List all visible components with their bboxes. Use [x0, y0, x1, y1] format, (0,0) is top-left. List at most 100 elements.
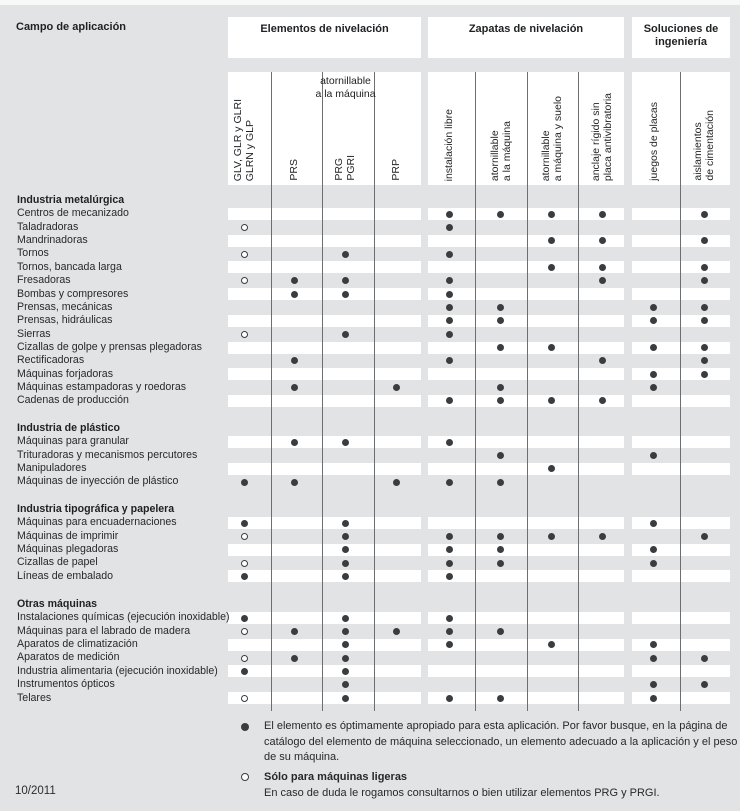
matrix-dot-filled — [445, 641, 453, 649]
matrix-dot-filled — [650, 546, 657, 554]
column-group-title: Zapatas de nivelación — [468, 23, 584, 35]
row-label: Telares — [17, 691, 52, 704]
subheader-atornillable: atornillable a la máquina — [315, 75, 376, 100]
matrix-dot-filled — [497, 304, 504, 312]
matrix-dot-open — [240, 223, 248, 231]
row-label: Fresadoras — [17, 274, 71, 287]
matrix-dot-filled — [650, 317, 657, 325]
matrix-dot-filled — [598, 210, 606, 218]
row-stripe — [632, 692, 730, 705]
legend-filled-text: El elemento es óptimamente apropiado par… — [264, 720, 738, 763]
row-stripe — [632, 288, 730, 301]
row-stripe — [428, 261, 624, 274]
row-label: Aparatos de medición — [17, 651, 120, 664]
matrix-dot-filled — [445, 478, 453, 486]
row-label: Rectificadoras — [17, 354, 85, 367]
matrix-dot-filled — [700, 263, 708, 271]
matrix-dot-open — [240, 277, 248, 285]
row-stripe — [632, 517, 730, 530]
row-stripe — [632, 208, 730, 221]
matrix-dot-filled — [341, 654, 349, 662]
column-group-box-zapatas: Zapatas de nivelación — [428, 17, 624, 58]
row-stripe — [228, 517, 421, 530]
matrix-dot-filled — [445, 438, 453, 446]
row-stripe — [428, 462, 624, 475]
row-stripe — [428, 692, 624, 705]
row-label: Máquinas de inyección de plástico — [17, 475, 179, 488]
row-label: Trituradoras y mecanismos percutores — [17, 448, 198, 461]
row-stripe — [632, 394, 730, 407]
matrix-dot-filled — [650, 344, 657, 352]
matrix-dot-filled — [392, 627, 400, 635]
matrix-dot-filled — [445, 330, 453, 338]
matrix-dot-filled — [650, 654, 657, 662]
matrix-dot-filled — [548, 210, 555, 218]
matrix-dot-filled — [290, 654, 298, 662]
row-stripe — [428, 288, 624, 301]
row-label: Manipuladores — [17, 462, 87, 475]
row-stripe — [228, 543, 421, 556]
matrix-dot-filled — [598, 277, 606, 285]
column-header-box-soluciones — [632, 72, 730, 185]
column-group-box-soluciones: Soluciones de ingeniería — [632, 17, 730, 58]
matrix-dot-filled — [497, 344, 504, 352]
matrix-dot-filled — [650, 641, 657, 649]
column-group-title: Elementos de nivelación — [260, 23, 389, 35]
row-stripe — [632, 341, 730, 354]
footer-date: 10/2011 — [15, 785, 56, 797]
matrix-dot-filled — [497, 397, 504, 405]
matrix-dot-filled — [700, 277, 708, 285]
matrix-dot-filled — [290, 290, 298, 298]
column-label: GLV, GLR y GLRI GLRN y GLP — [232, 98, 256, 181]
matrix-dot-filled — [341, 532, 349, 540]
row-stripe — [632, 570, 730, 583]
row-stripe — [428, 341, 624, 354]
row-stripe — [428, 368, 624, 381]
matrix-dot-filled — [497, 384, 504, 392]
matrix-dot-filled — [341, 559, 349, 567]
matrix-dot-filled — [240, 614, 248, 622]
row-stripe — [428, 543, 624, 556]
row-label: Máquinas de imprimir — [17, 529, 119, 542]
matrix-dot-filled — [341, 667, 349, 675]
matrix-dot-filled — [341, 330, 349, 338]
matrix-dot-filled — [700, 210, 708, 218]
row-label: Instrumentos ópticos — [17, 678, 115, 691]
matrix-dot-filled — [341, 438, 349, 446]
matrix-dot-filled — [598, 397, 606, 405]
matrix-dot-filled — [341, 519, 349, 527]
legend-open-text: Sólo para máquinas ligeras En caso de du… — [264, 770, 740, 801]
row-label: Máquinas plegadoras — [17, 543, 119, 556]
row-label: Instalaciones químicas (ejecución inoxid… — [17, 611, 230, 624]
column-label: atornillable a la máquina — [488, 120, 513, 181]
matrix-dot-filled — [445, 532, 453, 540]
matrix-dot-filled — [445, 317, 453, 325]
matrix-dot-filled — [700, 304, 708, 312]
row-label: Sierras — [17, 327, 51, 340]
column-label: PRG PGRI — [333, 155, 357, 181]
grid-line — [270, 72, 272, 711]
matrix-dot-filled — [700, 357, 708, 365]
matrix-dot-filled — [240, 667, 248, 675]
matrix-dot-filled — [700, 681, 708, 689]
matrix-dot-open — [240, 532, 248, 540]
matrix-dot-filled — [650, 384, 657, 392]
matrix-dot-filled — [650, 559, 657, 567]
column-label: anclaje rígido sin placa antivibratoria — [590, 92, 614, 181]
matrix-dot-filled — [445, 304, 453, 312]
matrix-dot-open — [240, 694, 248, 702]
row-stripe — [228, 692, 421, 705]
row-label: Cizallas de golpe y prensas plegadoras — [17, 340, 202, 353]
row-label: Máquinas forjadoras — [17, 367, 113, 380]
matrix-dot-filled — [445, 210, 453, 218]
grid-line — [526, 72, 528, 711]
row-stripe — [428, 570, 624, 583]
matrix-dot-filled — [700, 317, 708, 325]
legend-open-detail: En caso de duda le rogamos consultarnos … — [264, 786, 660, 799]
matrix-dot-filled — [497, 559, 504, 567]
row-label: Mandrinadoras — [17, 234, 88, 247]
matrix-dot-filled — [700, 344, 708, 352]
matrix-dot-filled — [598, 357, 606, 365]
matrix-dot-filled — [445, 290, 453, 298]
row-stripe — [632, 261, 730, 274]
